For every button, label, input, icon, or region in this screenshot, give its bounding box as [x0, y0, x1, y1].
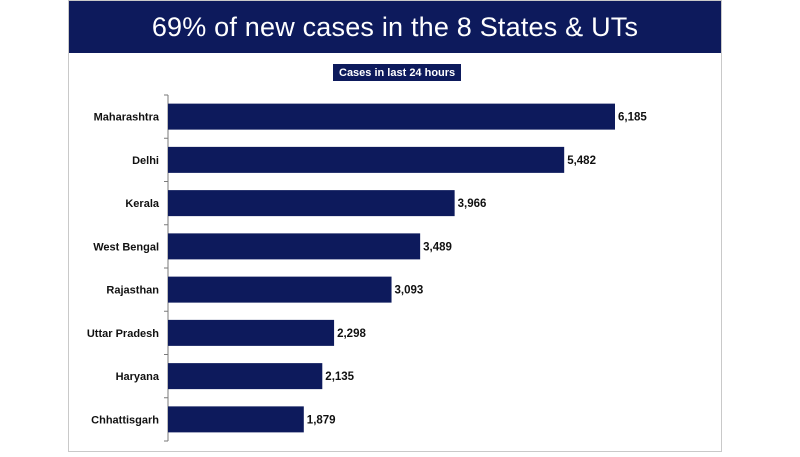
value-label: 1,879 [307, 414, 336, 426]
value-label: 2,298 [337, 328, 366, 340]
bar-delhi [168, 146, 565, 173]
category-label: Kerala [125, 198, 160, 210]
bar-kerala [168, 190, 455, 217]
value-label: 2,135 [325, 371, 354, 383]
bar-chhattisgarh [168, 406, 304, 433]
bar-west-bengal [168, 233, 421, 260]
value-labels: 6,185 5,482 3,966 3,489 3,093 2,298 2,135 1,879 [307, 112, 648, 427]
bars [168, 103, 615, 433]
chart-subtitle: Cases in last 24 hours [333, 64, 462, 81]
chart-title: 69% of new cases in the 8 States & UTs [69, 1, 721, 53]
category-label: Chhattisgarh [91, 414, 159, 426]
category-label: Uttar Pradesh [87, 328, 159, 340]
bar-haryana [168, 363, 323, 390]
value-label: 3,489 [423, 241, 452, 253]
category-label: Rajasthan [106, 285, 159, 297]
value-label: 3,966 [458, 198, 487, 210]
category-label: Delhi [132, 155, 159, 167]
category-labels: Maharashtra Delhi Kerala West Bengal Rajasth… [87, 112, 160, 427]
bar-rajasthan [168, 276, 392, 303]
axis-ticks [164, 94, 168, 442]
category-label: Maharashtra [94, 112, 160, 124]
category-label: West Bengal [93, 241, 159, 253]
value-label: 6,185 [618, 112, 647, 124]
bar-maharashtra [168, 103, 615, 130]
value-label: 3,093 [395, 285, 424, 297]
bar-uttar-pradesh [168, 319, 335, 346]
value-label: 5,482 [567, 155, 596, 167]
category-label: Haryana [116, 371, 160, 383]
